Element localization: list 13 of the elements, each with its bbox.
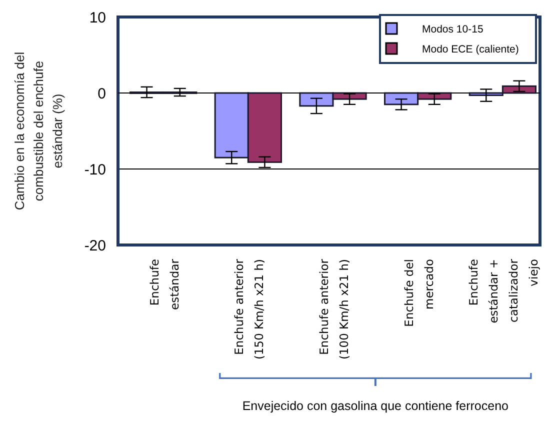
text: Envejecido con gasolina que contiene ferroceno [242, 399, 509, 413]
y-tick-label: -20 [84, 237, 106, 254]
legend-label: Modo ECE (caliente) [422, 44, 519, 56]
x-tick-label: Enchufe estándar [147, 258, 182, 310]
legend-label: Modos 10-15 [422, 24, 484, 36]
x-tick-label: Enchufe anterior (100 Km/h x21 h) [317, 258, 351, 360]
x-tick-label: Enchufe del mercado [402, 259, 436, 327]
y-tick-label: 0 [98, 85, 106, 102]
y-tick-label: -10 [84, 161, 106, 178]
x-tick-label: Enchufe anterior (150 Km/h x21 h) [232, 258, 266, 360]
x-tick-label: Enchufe estándar + catalizador viejo [466, 258, 541, 324]
y-axis-title: Cambio en la economía del combustible del enchufe estándar (%) [12, 52, 65, 210]
y-tick-label: 10 [89, 9, 106, 26]
